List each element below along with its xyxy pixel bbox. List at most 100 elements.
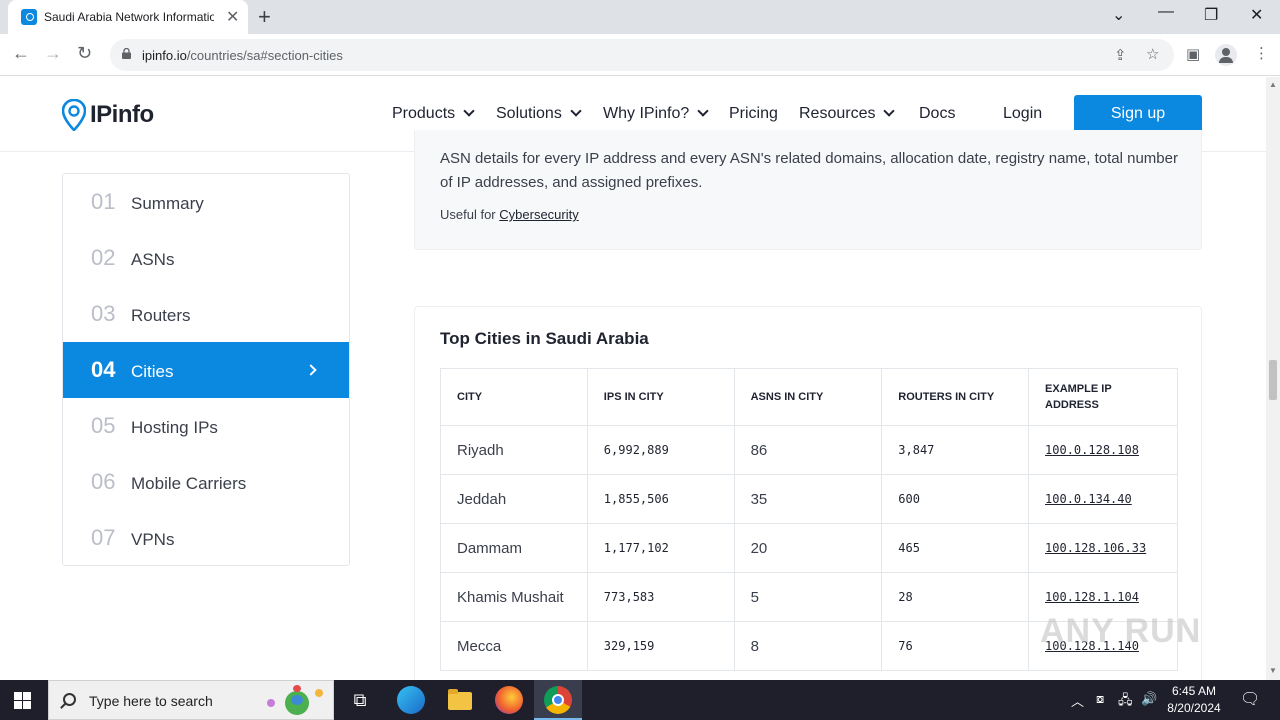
nav-docs[interactable]: Docs	[919, 105, 956, 122]
section-number: 02	[91, 245, 116, 270]
example-ip-cell: 100.128.1.140	[1028, 621, 1178, 671]
anyrun-watermark: ANY RUN	[1040, 612, 1202, 650]
forward-arrow-icon[interactable]: →	[44, 43, 62, 63]
asns-cell: 5	[733, 572, 883, 622]
city-cell: Dammam	[440, 523, 588, 573]
sidebar-item-hosting-ips[interactable]: 05 Hosting IPs	[63, 398, 349, 454]
section-number: 07	[91, 525, 116, 550]
sidebar-item-label: Routers	[131, 306, 191, 325]
table-header-row: CITY IPS IN CITY ASNS IN CITY ROUTERS IN…	[440, 368, 1178, 426]
routers-cell: 28	[881, 572, 1030, 622]
meet-now-icon[interactable]: ⧇	[1096, 691, 1105, 706]
column-header-routers: ROUTERS IN CITY	[881, 368, 1030, 426]
browser-menu-icon[interactable]: ⋮	[1254, 45, 1269, 62]
tab-search-chevron-icon[interactable]: ⌄	[1112, 7, 1126, 24]
example-ip-link[interactable]: 100.128.1.140	[1045, 639, 1139, 653]
example-ip-cell: 100.0.134.40	[1028, 474, 1178, 524]
share-icon[interactable]: ⇪	[1114, 47, 1127, 64]
page-scrollbar[interactable]: ▲ ▼	[1266, 77, 1280, 680]
asn-description: ASN details for every IP address and eve…	[440, 150, 1178, 191]
section-number: 06	[91, 469, 116, 494]
scroll-down-arrow-icon[interactable]: ▼	[1269, 666, 1277, 675]
asns-cell: 35	[733, 474, 883, 524]
clock-time: 6:45 AM	[1171, 684, 1217, 698]
chevron-right-icon	[305, 364, 317, 376]
example-ip-link[interactable]: 100.0.134.40	[1045, 492, 1132, 506]
table-row: Dammam 1,177,102 20 465 100.128.106.33	[440, 523, 1178, 573]
close-window-button[interactable]: ✕	[1250, 7, 1264, 24]
url-text: ipinfo.io/countries/sa#section-cities	[142, 48, 343, 63]
address-bar[interactable]: ipinfo.io/countries/sa#section-cities ⇪ …	[110, 39, 1174, 71]
bookmark-star-icon[interactable]: ☆	[1146, 46, 1160, 63]
column-header-asns: ASNS IN CITY	[733, 368, 883, 426]
task-view-icon[interactable]: ⧉	[353, 690, 367, 710]
table-row: Jeddah 1,855,506 35 600 100.0.134.40	[440, 474, 1178, 524]
taskbar-clock[interactable]: 6:45 AM 8/20/2024	[1160, 683, 1228, 717]
search-highlight-icon	[263, 685, 329, 717]
lock-icon	[122, 48, 131, 59]
sidebar-item-label: ASNs	[131, 250, 175, 269]
sidebar-item-summary[interactable]: 01 Summary	[63, 174, 349, 230]
taskbar-search-box[interactable]: Type here to search	[48, 680, 334, 720]
restore-button[interactable]: ❐	[1204, 7, 1219, 24]
example-ip-link[interactable]: 100.0.128.108	[1045, 443, 1139, 457]
nav-resources[interactable]: Resources	[799, 105, 896, 123]
sidebar-item-vpns[interactable]: 07 VPNs	[63, 510, 349, 566]
file-explorer-icon[interactable]	[446, 686, 474, 714]
firefox-icon[interactable]	[495, 686, 523, 714]
clock-date: 8/20/2024	[1167, 701, 1221, 715]
signup-button[interactable]: Sign up	[1074, 95, 1202, 133]
back-arrow-icon[interactable]: ←	[12, 43, 30, 63]
tray-expand-chevron-icon[interactable]: ︿	[1071, 694, 1085, 709]
logo-text[interactable]: IPinfo	[90, 101, 154, 128]
city-cell: Mecca	[440, 621, 588, 671]
nav-products[interactable]: Products	[392, 105, 475, 123]
example-ip-cell: 100.0.128.108	[1028, 425, 1178, 475]
network-icon[interactable]: 🖧	[1118, 692, 1133, 707]
chevron-down-icon	[883, 105, 896, 117]
nav-solutions[interactable]: Solutions	[496, 105, 582, 123]
routers-cell: 3,847	[881, 425, 1030, 475]
windows-start-icon[interactable]	[14, 692, 31, 709]
asns-cell: 86	[733, 425, 883, 475]
reload-icon[interactable]: ↻	[77, 43, 93, 63]
section-number: 03	[91, 301, 116, 326]
chrome-taskbar-button[interactable]	[534, 680, 582, 720]
ips-cell: 1,855,506	[586, 474, 735, 524]
scrollbar-thumb[interactable]	[1269, 360, 1277, 400]
browser-tab[interactable]: Saudi Arabia Network Informatio ✕	[8, 0, 248, 34]
volume-icon[interactable]: 🔊	[1141, 691, 1158, 706]
scroll-up-arrow-icon[interactable]: ▲	[1269, 80, 1277, 89]
ips-cell: 773,583	[586, 572, 735, 622]
notifications-icon[interactable]: 🗨	[1240, 691, 1261, 708]
sidebar-item-mobile-carriers[interactable]: 06 Mobile Carriers	[63, 454, 349, 510]
nav-pricing[interactable]: Pricing	[729, 105, 778, 122]
nav-why-ipinfo[interactable]: Why IPinfo?	[603, 105, 709, 123]
login-link[interactable]: Login	[1003, 105, 1043, 122]
top-cities-card: Top Cities in Saudi Arabia CITY IPS IN C…	[414, 306, 1202, 686]
tab-strip: Saudi Arabia Network Informatio ✕ + ⌄ — …	[0, 0, 1280, 34]
example-ip-cell: 100.128.1.104	[1028, 572, 1178, 622]
side-panel-icon[interactable]: ▣	[1186, 46, 1201, 63]
routers-cell: 76	[881, 621, 1030, 671]
column-header-city: CITY	[440, 368, 588, 426]
ips-cell: 329,159	[586, 621, 735, 671]
minimize-button[interactable]: —	[1158, 3, 1174, 20]
ipinfo-logo-icon[interactable]	[62, 99, 86, 131]
example-ip-link[interactable]: 100.128.1.104	[1045, 590, 1139, 604]
section-number: 01	[91, 189, 116, 214]
chevron-down-icon	[463, 105, 475, 117]
sidebar-item-routers[interactable]: 03 Routers	[63, 286, 349, 342]
tab-close-icon[interactable]: ✕	[226, 9, 240, 26]
example-ip-link[interactable]: 100.128.106.33	[1045, 541, 1147, 555]
sidebar-item-asns[interactable]: 02 ASNs	[63, 230, 349, 286]
chrome-icon	[544, 686, 572, 714]
sidebar-item-label: Mobile Carriers	[131, 474, 247, 493]
useful-for: Useful for Cybersecurity	[440, 207, 579, 222]
profile-avatar-icon[interactable]	[1215, 44, 1237, 66]
search-placeholder: Type here to search	[89, 693, 213, 709]
new-tab-button[interactable]: +	[258, 4, 271, 29]
cybersecurity-link[interactable]: Cybersecurity	[499, 207, 579, 222]
sidebar-item-cities[interactable]: 04 Cities	[63, 342, 349, 398]
edge-browser-icon[interactable]	[397, 686, 425, 714]
